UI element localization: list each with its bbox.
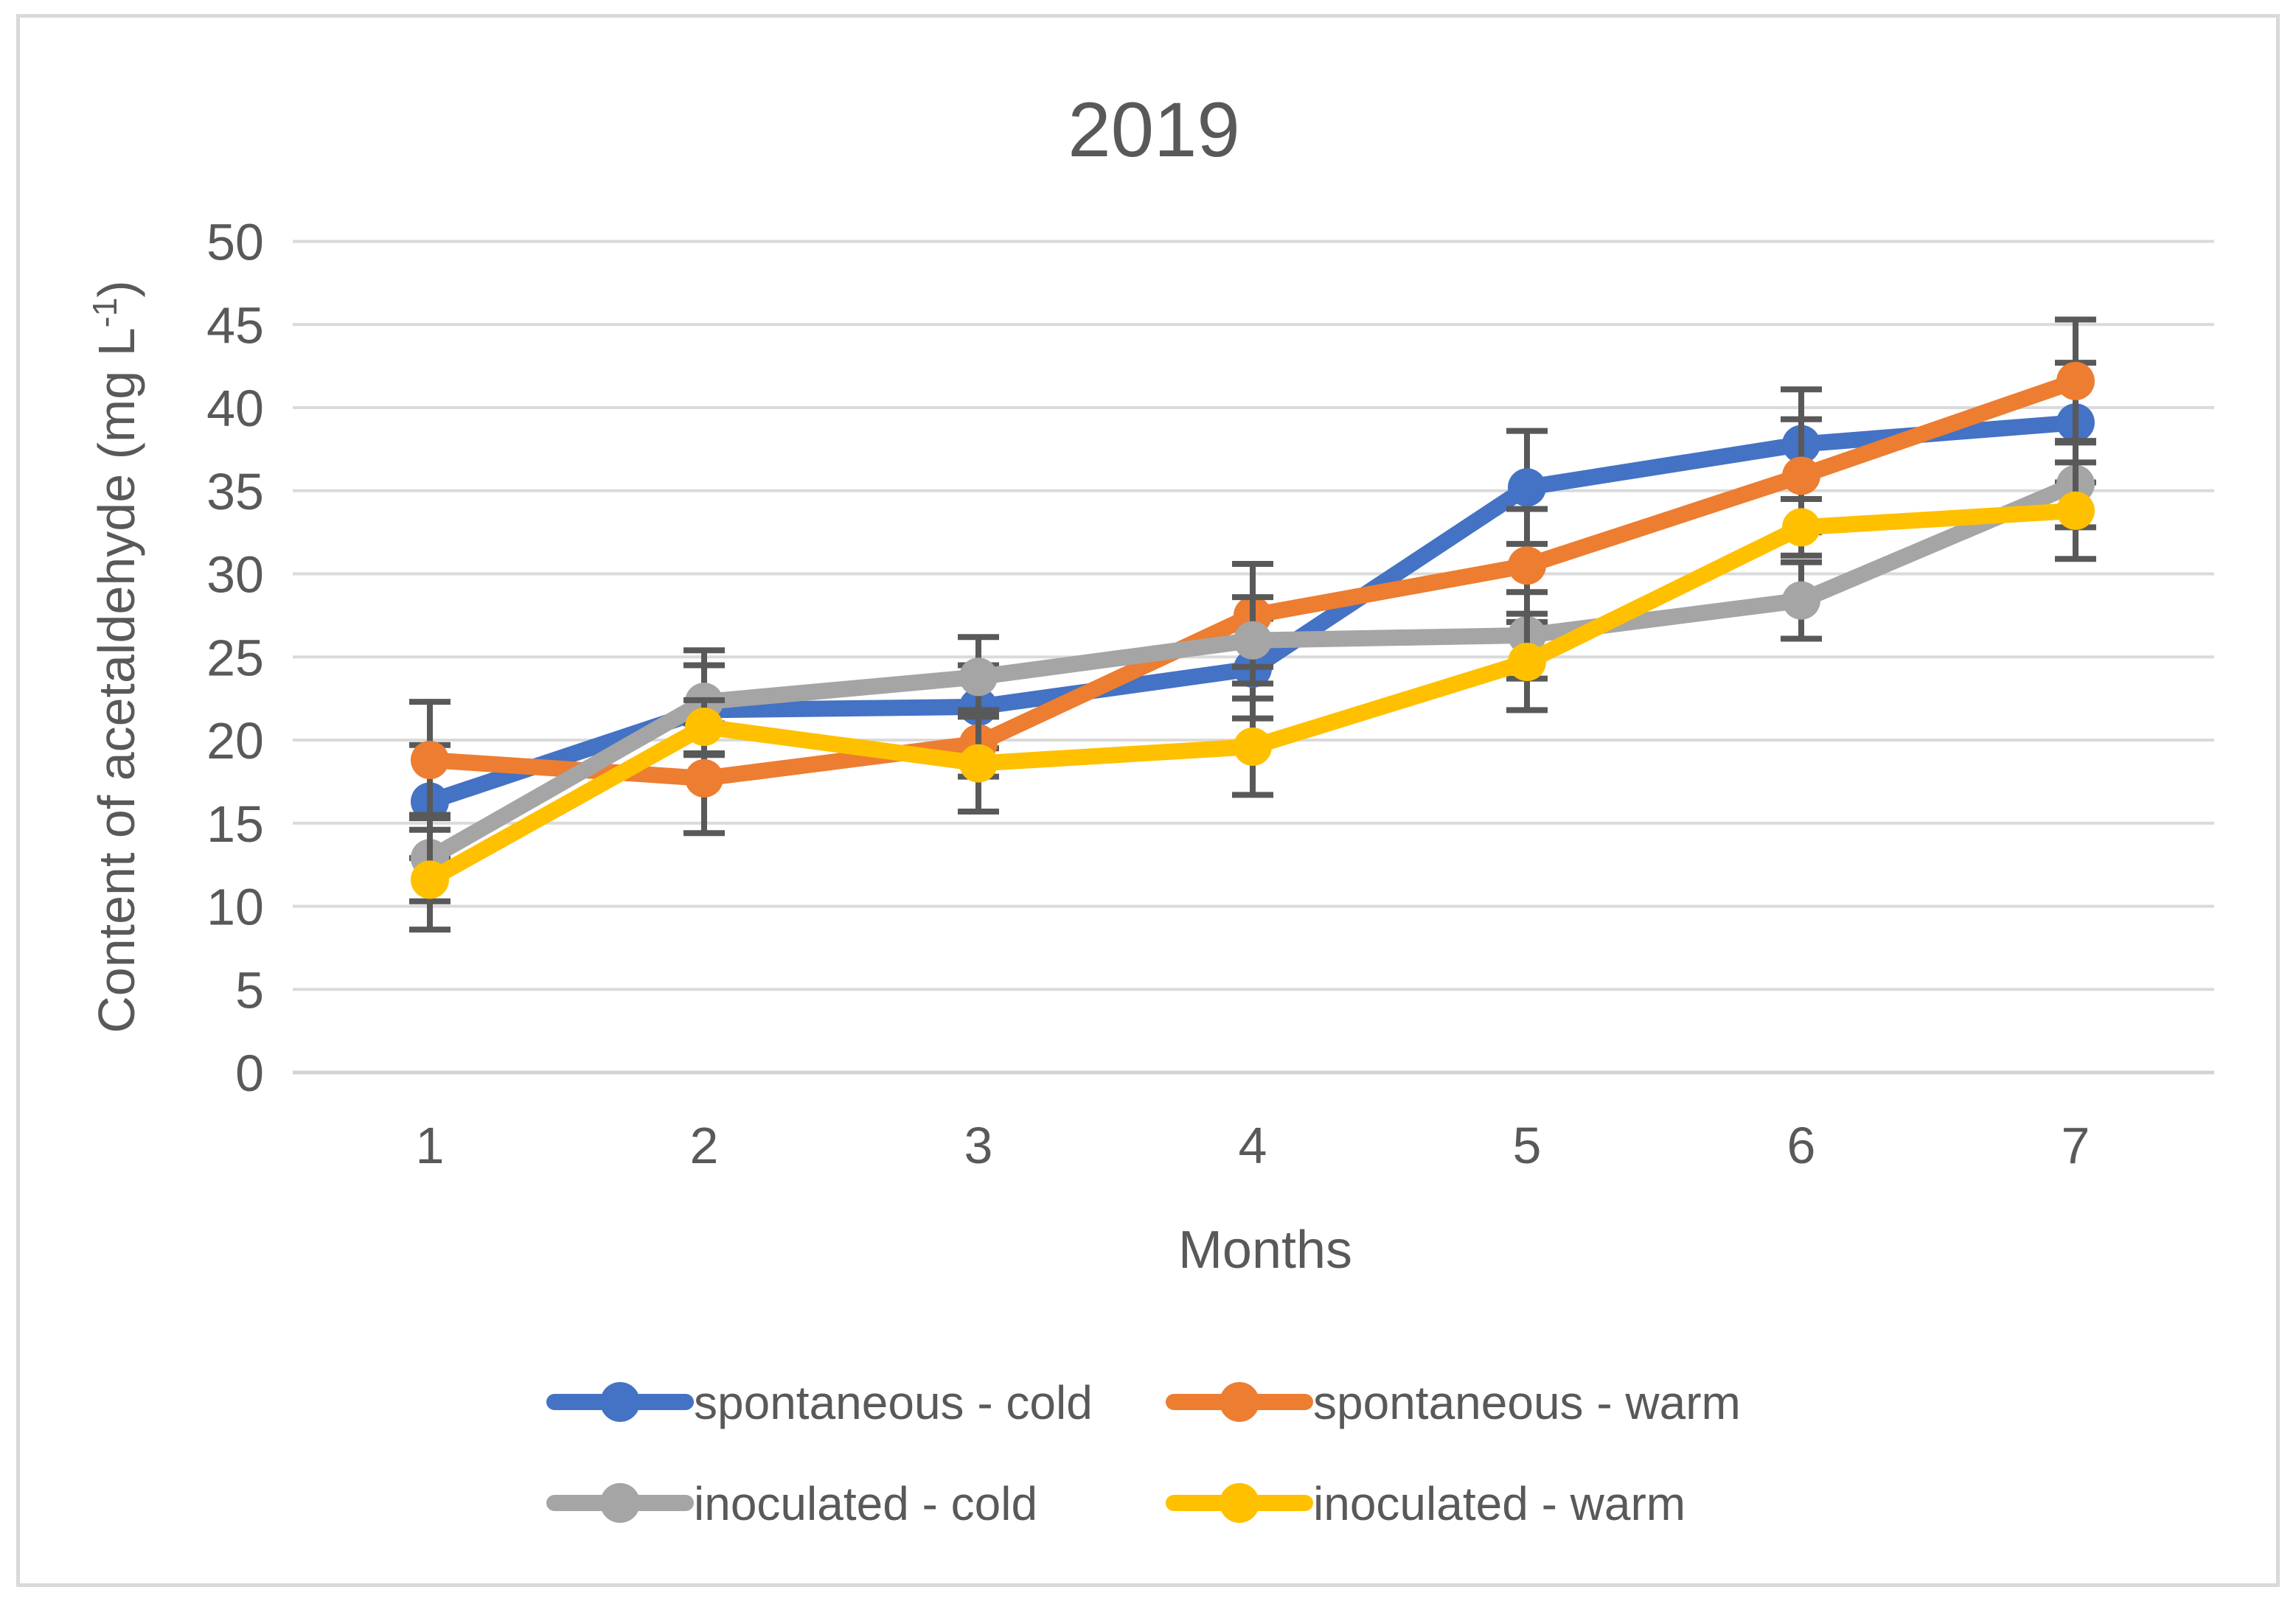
- y-axis-tick-labels: 0 5 10 15 20 25 30 35 40 45 50: [206, 214, 264, 1103]
- series-inoculated-cold: [409, 438, 2096, 904]
- x-tick-label: 6: [1787, 1117, 1816, 1174]
- legend-marker-icon: [1220, 1382, 1259, 1422]
- y-tick-label: 50: [206, 214, 264, 271]
- legend: spontaneous - cold spontaneous - warm inoc…: [546, 1376, 1741, 1530]
- y-tick-label: 35: [206, 463, 264, 520]
- data-point: [1782, 456, 1820, 495]
- figure-border: [16, 14, 2280, 1587]
- y-tick-label: 25: [206, 629, 264, 686]
- x-axis-tick-labels: 1 2 3 4 5 6 7: [416, 1117, 2090, 1174]
- x-axis-title: Months: [1178, 1221, 1352, 1280]
- data-point: [411, 741, 449, 780]
- y-tick-label: 40: [206, 380, 264, 437]
- legend-label: spontaneous - warm: [1313, 1376, 1741, 1429]
- y-tick-label: 45: [206, 296, 264, 354]
- y-tick-label: 20: [206, 712, 264, 770]
- y-tick-label: 15: [206, 795, 264, 853]
- legend-item-spontaneous-warm: spontaneous - warm: [1166, 1376, 1741, 1429]
- x-tick-label: 4: [1239, 1117, 1267, 1174]
- legend-marker-icon: [600, 1483, 640, 1523]
- legend-label: inoculated - warm: [1313, 1477, 1686, 1530]
- data-point: [1782, 508, 1820, 547]
- y-tick-label: 5: [235, 961, 264, 1019]
- x-tick-label: 1: [416, 1117, 445, 1174]
- data-point: [1508, 546, 1546, 585]
- series-inoculated-warm: [409, 459, 2096, 933]
- x-tick-label: 3: [964, 1117, 993, 1174]
- data-point: [2056, 361, 2095, 400]
- data-point: [959, 658, 998, 697]
- x-tick-label: 5: [1513, 1117, 1542, 1174]
- legend-label: inoculated - cold: [694, 1477, 1037, 1530]
- legend-item-inoculated-warm: inoculated - warm: [1166, 1477, 1686, 1530]
- y-tick-label: 10: [206, 879, 264, 936]
- legend-item-spontaneous-cold: spontaneous - cold: [546, 1376, 1093, 1429]
- data-point: [1508, 643, 1546, 682]
- data-point: [685, 707, 723, 746]
- series-layer: [409, 316, 2096, 933]
- y-axis-title: Content of acetaldehyde (mg L-1): [86, 280, 145, 1033]
- data-point: [1508, 468, 1546, 507]
- chart-title: 2019: [1068, 87, 1240, 173]
- x-tick-label: 7: [2062, 1117, 2090, 1174]
- legend-marker-icon: [600, 1382, 640, 1422]
- data-point: [411, 860, 449, 899]
- legend-item-inoculated-cold: inoculated - cold: [546, 1477, 1037, 1530]
- data-point: [959, 744, 998, 783]
- data-point: [685, 758, 723, 798]
- legend-label: spontaneous - cold: [694, 1376, 1093, 1429]
- data-point: [1234, 728, 1272, 767]
- legend-marker-icon: [1220, 1483, 1259, 1523]
- data-point: [1782, 581, 1820, 620]
- data-point: [2056, 491, 2095, 530]
- y-tick-label: 30: [206, 546, 264, 604]
- x-tick-label: 2: [690, 1117, 719, 1174]
- y-tick-label: 0: [235, 1044, 264, 1102]
- data-point: [1234, 621, 1272, 660]
